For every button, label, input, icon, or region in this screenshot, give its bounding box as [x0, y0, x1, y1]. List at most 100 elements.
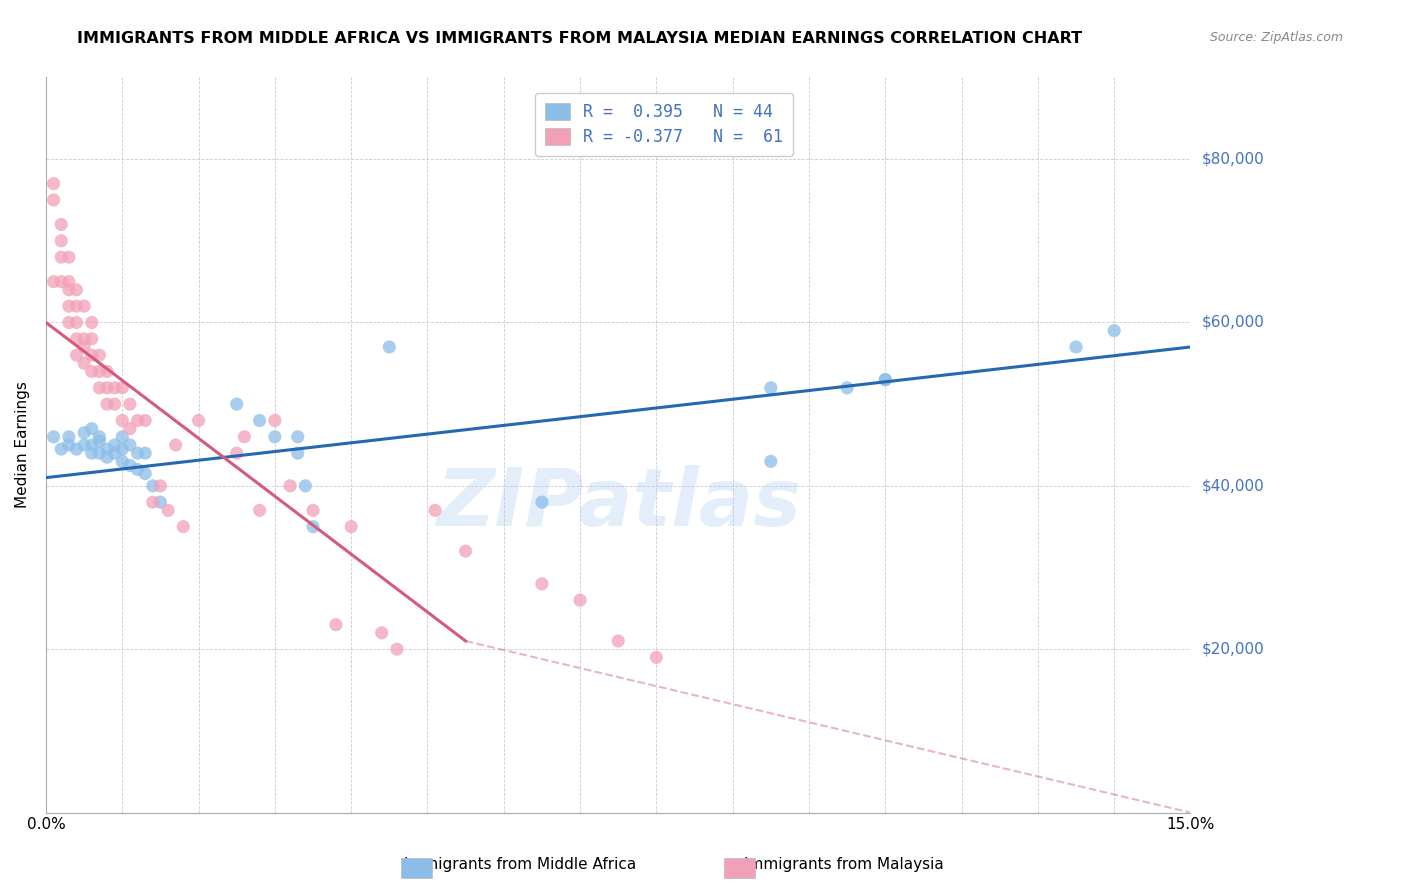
Point: [454, 544, 477, 558]
Point: [89, 364, 111, 378]
Point: [73, 332, 96, 346]
Point: [65, 316, 87, 330]
Point: [302, 519, 325, 533]
Point: [385, 642, 408, 657]
Point: [65, 283, 87, 297]
Point: [118, 458, 141, 473]
Point: [80, 348, 103, 362]
Point: [294, 479, 316, 493]
Point: [249, 503, 271, 517]
Text: Immigrants from Malaysia: Immigrants from Malaysia: [744, 857, 943, 872]
Text: ZIPatlas: ZIPatlas: [436, 465, 801, 543]
Point: [233, 430, 256, 444]
Point: [73, 425, 96, 440]
Point: [172, 519, 194, 533]
Point: [96, 364, 118, 378]
Point: [73, 340, 96, 354]
Point: [875, 373, 897, 387]
Point: [759, 381, 782, 395]
Point: [370, 625, 392, 640]
Point: [149, 479, 172, 493]
Point: [142, 479, 165, 493]
Point: [96, 442, 118, 456]
Point: [111, 381, 134, 395]
Point: [42, 177, 65, 191]
Point: [80, 332, 103, 346]
Point: [89, 381, 111, 395]
Point: [51, 234, 73, 248]
Y-axis label: Median Earnings: Median Earnings: [15, 382, 30, 508]
Point: [287, 446, 309, 460]
Point: [1102, 324, 1125, 338]
Point: [149, 495, 172, 509]
Point: [80, 316, 103, 330]
Point: [118, 438, 141, 452]
Point: [165, 438, 187, 452]
Point: [225, 397, 247, 411]
Point: [96, 450, 118, 465]
Point: [127, 462, 149, 476]
Point: [530, 495, 553, 509]
Point: [157, 503, 180, 517]
Point: [225, 446, 247, 460]
Point: [127, 413, 149, 427]
Point: [569, 593, 592, 607]
Point: [104, 397, 127, 411]
Point: [134, 446, 156, 460]
Point: [837, 381, 859, 395]
Point: [530, 577, 553, 591]
Point: [42, 430, 65, 444]
Point: [96, 397, 118, 411]
Point: [142, 495, 165, 509]
Point: [51, 250, 73, 264]
Point: [325, 617, 347, 632]
Point: [42, 275, 65, 289]
Point: [287, 430, 309, 444]
Point: [58, 250, 80, 264]
Point: [51, 442, 73, 456]
Point: [1064, 340, 1087, 354]
Point: [340, 519, 363, 533]
Point: [111, 430, 134, 444]
Point: [104, 446, 127, 460]
Point: [111, 454, 134, 468]
Point: [42, 193, 65, 207]
Text: Immigrants from Middle Africa: Immigrants from Middle Africa: [404, 857, 637, 872]
Point: [65, 332, 87, 346]
Text: $60,000: $60,000: [1202, 315, 1264, 330]
Point: [134, 467, 156, 481]
Point: [302, 503, 325, 517]
Point: [58, 316, 80, 330]
Point: [80, 422, 103, 436]
Point: [607, 634, 630, 648]
Point: [759, 454, 782, 468]
Point: [80, 438, 103, 452]
Point: [89, 348, 111, 362]
Point: [249, 413, 271, 427]
Point: [58, 299, 80, 313]
Point: [51, 218, 73, 232]
Point: [875, 373, 897, 387]
Point: [263, 413, 285, 427]
Point: [65, 348, 87, 362]
Point: [423, 503, 446, 517]
Point: [73, 438, 96, 452]
Point: [378, 340, 401, 354]
Point: [89, 434, 111, 448]
Point: [58, 275, 80, 289]
Point: [96, 381, 118, 395]
Point: [118, 397, 141, 411]
Point: [187, 413, 209, 427]
Point: [73, 299, 96, 313]
Point: [58, 283, 80, 297]
Point: [104, 381, 127, 395]
Text: $80,000: $80,000: [1202, 152, 1264, 167]
Point: [65, 442, 87, 456]
Point: [127, 446, 149, 460]
Point: [111, 413, 134, 427]
Point: [51, 275, 73, 289]
Point: [89, 430, 111, 444]
Point: [73, 356, 96, 370]
Point: [134, 413, 156, 427]
Point: [58, 438, 80, 452]
